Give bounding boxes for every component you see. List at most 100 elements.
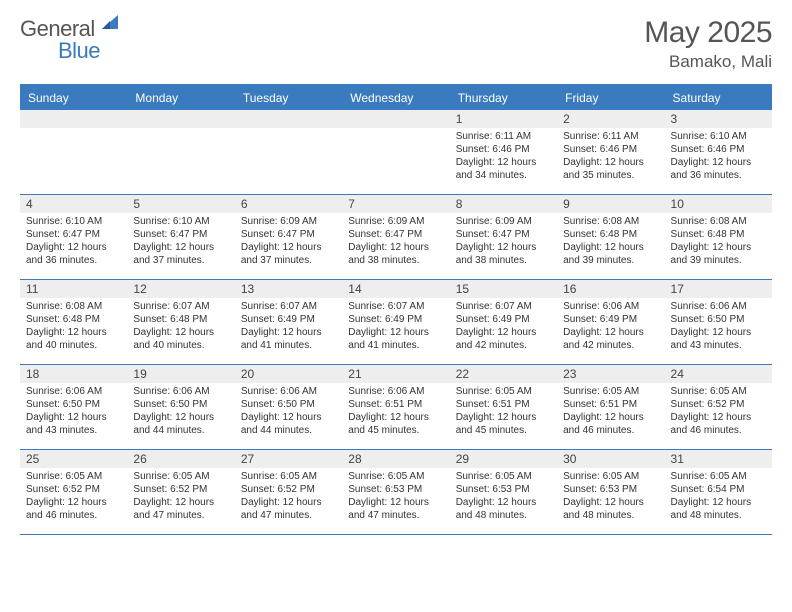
daylight-line: Daylight: 12 hours and 44 minutes. — [241, 411, 336, 437]
day-number: 7 — [342, 195, 449, 213]
sunrise-line: Sunrise: 6:05 AM — [671, 385, 766, 398]
day-cell-26: 26Sunrise: 6:05 AMSunset: 6:52 PMDayligh… — [127, 450, 234, 534]
day-number: 14 — [342, 280, 449, 298]
sunset-line: Sunset: 6:49 PM — [348, 313, 443, 326]
sunset-line: Sunset: 6:53 PM — [456, 483, 551, 496]
day-cell-30: 30Sunrise: 6:05 AMSunset: 6:53 PMDayligh… — [557, 450, 664, 534]
sunrise-line: Sunrise: 6:06 AM — [26, 385, 121, 398]
day-number: 24 — [665, 365, 772, 383]
sunrise-line: Sunrise: 6:10 AM — [671, 130, 766, 143]
day-number: 21 — [342, 365, 449, 383]
daylight-line: Daylight: 12 hours and 39 minutes. — [563, 241, 658, 267]
day-number: 17 — [665, 280, 772, 298]
day-cell-31: 31 Sunrise: 6:05 AMSunset: 6:54 PMDayligh… — [665, 450, 772, 534]
sunset-line: Sunset: 6:52 PM — [26, 483, 121, 496]
day-cell-empty — [235, 110, 342, 194]
sunrise-line: Sunrise: 6:08 AM — [26, 300, 121, 313]
daylight-line: Daylight: 12 hours and 46 minutes. — [563, 411, 658, 437]
day-number: 29 — [450, 450, 557, 468]
sunrise-line: Sunrise: 6:05 AM — [26, 470, 121, 483]
daylight-line: Daylight: 12 hours and 48 minutes. — [456, 496, 551, 522]
daylight-line: Daylight: 12 hours and 38 minutes. — [348, 241, 443, 267]
day-cell-6: 6Sunrise: 6:09 AMSunset: 6:47 PMDaylight… — [235, 195, 342, 279]
daylight-line: Daylight: 12 hours and 45 minutes. — [348, 411, 443, 437]
daylight-line: Daylight: 12 hours and 36 minutes. — [671, 156, 766, 182]
daylight-line: Daylight: 12 hours and 45 minutes. — [456, 411, 551, 437]
day-cell-7: 7Sunrise: 6:09 AMSunset: 6:47 PMDaylight… — [342, 195, 449, 279]
day-header-fri: Friday — [557, 86, 664, 110]
sunset-line: Sunset: 6:54 PM — [671, 483, 766, 496]
sunrise-line: Sunrise: 6:05 AM — [133, 470, 228, 483]
daylight-line: Daylight: 12 hours and 41 minutes. — [241, 326, 336, 352]
sunset-line: Sunset: 6:50 PM — [133, 398, 228, 411]
daylight-line: Daylight: 12 hours and 38 minutes. — [456, 241, 551, 267]
day-cell-8: 8Sunrise: 6:09 AMSunset: 6:47 PMDaylight… — [450, 195, 557, 279]
sunset-line: Sunset: 6:47 PM — [348, 228, 443, 241]
sunrise-line: Sunrise: 6:09 AM — [241, 215, 336, 228]
sunrise-line: Sunrise: 6:06 AM — [563, 300, 658, 313]
day-number: 25 — [20, 450, 127, 468]
daylight-line: Daylight: 12 hours and 44 minutes. — [133, 411, 228, 437]
daylight-line: Daylight: 12 hours and 37 minutes. — [241, 241, 336, 267]
sunset-line: Sunset: 6:48 PM — [26, 313, 121, 326]
sunset-line: Sunset: 6:47 PM — [456, 228, 551, 241]
day-number: 9 — [557, 195, 664, 213]
title-block: May 2025 Bamako, Mali — [644, 16, 772, 72]
sunset-line: Sunset: 6:48 PM — [133, 313, 228, 326]
daylight-line: Daylight: 12 hours and 46 minutes. — [26, 496, 121, 522]
sunrise-line: Sunrise: 6:09 AM — [456, 215, 551, 228]
location-label: Bamako, Mali — [644, 52, 772, 72]
day-number: 6 — [235, 195, 342, 213]
daylight-line: Daylight: 12 hours and 46 minutes. — [671, 411, 766, 437]
sunrise-line: Sunrise: 6:05 AM — [671, 470, 766, 483]
sunrise-line: Sunrise: 6:06 AM — [348, 385, 443, 398]
day-header-mon: Monday — [127, 86, 234, 110]
day-number: 2 — [557, 110, 664, 128]
daylight-line: Daylight: 12 hours and 35 minutes. — [563, 156, 658, 182]
day-number: 15 — [450, 280, 557, 298]
sunrise-line: Sunrise: 6:06 AM — [241, 385, 336, 398]
day-header-wed: Wednesday — [342, 86, 449, 110]
sunrise-line: Sunrise: 6:05 AM — [563, 470, 658, 483]
sunrise-line: Sunrise: 6:06 AM — [671, 300, 766, 313]
day-number: 13 — [235, 280, 342, 298]
day-number: 31 — [665, 450, 772, 468]
day-cell-1: 1Sunrise: 6:11 AMSunset: 6:46 PMDaylight… — [450, 110, 557, 194]
sunrise-line: Sunrise: 6:05 AM — [563, 385, 658, 398]
sunset-line: Sunset: 6:49 PM — [456, 313, 551, 326]
month-title: May 2025 — [644, 16, 772, 50]
sunset-line: Sunset: 6:51 PM — [563, 398, 658, 411]
calendar-week: 25Sunrise: 6:05 AMSunset: 6:52 PMDayligh… — [20, 450, 772, 535]
sunrise-line: Sunrise: 6:11 AM — [563, 130, 658, 143]
day-cell-empty — [342, 110, 449, 194]
day-number: 19 — [127, 365, 234, 383]
sunset-line: Sunset: 6:51 PM — [456, 398, 551, 411]
day-number: 28 — [342, 450, 449, 468]
day-cell-16: 16Sunrise: 6:06 AMSunset: 6:49 PMDayligh… — [557, 280, 664, 364]
sunrise-line: Sunrise: 6:07 AM — [133, 300, 228, 313]
sunset-line: Sunset: 6:49 PM — [241, 313, 336, 326]
sunset-line: Sunset: 6:53 PM — [348, 483, 443, 496]
daylight-line: Daylight: 12 hours and 48 minutes. — [671, 496, 766, 522]
day-cell-empty — [20, 110, 127, 194]
day-cell-11: 11Sunrise: 6:08 AMSunset: 6:48 PMDayligh… — [20, 280, 127, 364]
page-header: General Blue May 2025 Bamako, Mali — [20, 16, 772, 72]
day-number: 12 — [127, 280, 234, 298]
sunrise-line: Sunrise: 6:07 AM — [241, 300, 336, 313]
day-header-thu: Thursday — [450, 86, 557, 110]
sunrise-line: Sunrise: 6:05 AM — [348, 470, 443, 483]
day-cell-4: 4Sunrise: 6:10 AMSunset: 6:47 PMDaylight… — [20, 195, 127, 279]
daylight-line: Daylight: 12 hours and 37 minutes. — [133, 241, 228, 267]
daylight-line: Daylight: 12 hours and 42 minutes. — [563, 326, 658, 352]
daylight-line: Daylight: 12 hours and 39 minutes. — [671, 241, 766, 267]
day-cell-19: 19Sunrise: 6:06 AMSunset: 6:50 PMDayligh… — [127, 365, 234, 449]
day-cell-3: 3Sunrise: 6:10 AMSunset: 6:46 PMDaylight… — [665, 110, 772, 194]
calendar-body: 1Sunrise: 6:11 AMSunset: 6:46 PMDaylight… — [20, 110, 772, 535]
sunset-line: Sunset: 6:48 PM — [671, 228, 766, 241]
calendar-page: General Blue May 2025 Bamako, Mali Sunda… — [0, 0, 792, 551]
day-number — [127, 110, 234, 128]
sunset-line: Sunset: 6:52 PM — [133, 483, 228, 496]
day-cell-2: 2Sunrise: 6:11 AMSunset: 6:46 PMDaylight… — [557, 110, 664, 194]
day-number: 27 — [235, 450, 342, 468]
sunset-line: Sunset: 6:50 PM — [241, 398, 336, 411]
